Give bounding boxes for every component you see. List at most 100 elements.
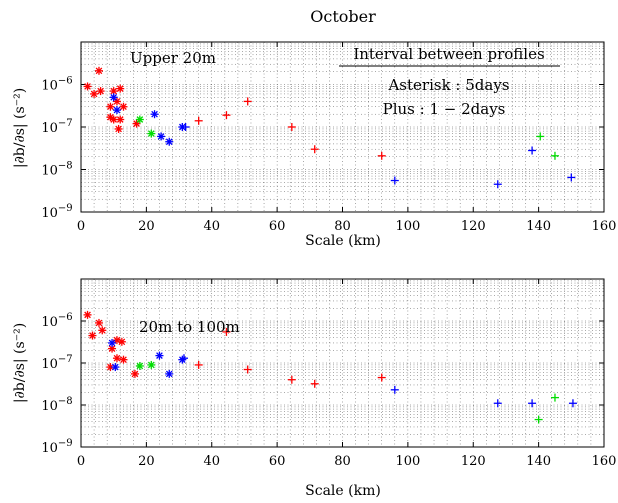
x-axis-label: Scale (km) <box>305 483 381 499</box>
data-point-plus <box>310 379 319 388</box>
data-point-asterisk <box>130 369 139 378</box>
data-point-plus <box>179 354 188 363</box>
data-point-asterisk <box>116 115 125 124</box>
data-point-plus <box>222 327 231 336</box>
data-points <box>83 66 576 189</box>
data-point-asterisk <box>135 361 144 370</box>
data-point-plus <box>493 180 502 189</box>
asterisk-note: Asterisk : 5days <box>387 76 509 94</box>
data-point-plus <box>568 399 577 408</box>
data-point-asterisk <box>83 82 92 91</box>
data-point-asterisk <box>108 338 117 347</box>
y-tick-label: 10−9 <box>41 203 72 221</box>
y-axis-ticks: 10−9 10−8 10−7 10−6 <box>41 312 604 456</box>
data-point-plus <box>194 360 203 369</box>
data-point-asterisk <box>112 97 121 106</box>
y-axis-label: |∂b/∂s| (s⁻²) <box>12 88 28 168</box>
panel-20m-to-100m: 0 20 40 60 80 100 120 140 160 10−9 10−8 10−7 10−6 2… <box>12 278 617 499</box>
y-axis-label: |∂b/∂s| (s⁻²) <box>12 323 28 403</box>
data-point-asterisk <box>94 318 103 327</box>
x-tick-label: 40 <box>203 454 220 469</box>
data-point-plus <box>528 146 537 155</box>
data-point-asterisk <box>117 337 126 346</box>
y-tick-label: 10−6 <box>41 76 72 94</box>
y-tick-label: 10−8 <box>41 161 72 179</box>
x-tick-label: 140 <box>526 454 551 469</box>
data-point-asterisk <box>112 106 121 115</box>
data-point-plus <box>287 123 296 131</box>
data-point-asterisk <box>116 84 125 93</box>
data-point-plus <box>243 97 252 106</box>
data-point-asterisk <box>96 87 105 96</box>
y-tick-label: 10−8 <box>41 396 72 414</box>
x-axis-ticks: 0 20 40 60 80 100 120 140 160 <box>77 42 617 234</box>
y-tick-label: 10−6 <box>41 312 72 330</box>
data-point-plus <box>534 415 543 424</box>
axes-frame <box>80 41 605 213</box>
data-point-asterisk <box>178 355 187 364</box>
x-tick-label: 140 <box>526 219 551 234</box>
panel-title: 20m to 100m <box>139 318 240 336</box>
panel-upper-20m: 0 20 40 60 80 100 120 140 160 10−9 10−8 10−7 10−6 U… <box>12 41 617 249</box>
x-tick-label: 0 <box>77 219 85 234</box>
data-point-asterisk <box>147 360 156 369</box>
x-tick-label: 20 <box>138 454 155 469</box>
data-point-plus <box>550 151 559 160</box>
data-point-asterisk <box>109 93 118 102</box>
data-point-plus <box>528 399 537 408</box>
panel-title: Upper 20m <box>130 49 216 67</box>
data-point-plus <box>536 132 545 141</box>
y-tick-label: 10−7 <box>41 354 72 372</box>
data-point-plus <box>377 151 386 160</box>
figure-title: October <box>310 7 376 26</box>
data-point-asterisk <box>165 137 174 146</box>
data-point-asterisk <box>165 369 174 378</box>
x-tick-label: 120 <box>461 454 486 469</box>
grid <box>81 279 604 447</box>
x-tick-label: 160 <box>592 454 617 469</box>
data-point-asterisk <box>114 124 123 133</box>
data-point-asterisk <box>98 326 107 335</box>
data-point-plus <box>377 373 386 382</box>
x-tick-label: 80 <box>334 219 351 234</box>
x-tick-label: 20 <box>138 219 155 234</box>
y-tick-label: 10−9 <box>41 438 72 456</box>
data-point-plus <box>390 385 399 394</box>
data-point-plus <box>310 145 319 154</box>
x-tick-label: 60 <box>269 454 286 469</box>
x-tick-label: 100 <box>395 454 420 469</box>
data-point-plus <box>222 111 231 120</box>
data-point-asterisk <box>106 102 115 111</box>
x-axis-label: Scale (km) <box>305 233 381 249</box>
grid <box>81 42 604 212</box>
data-point-plus <box>287 375 296 384</box>
data-point-asterisk <box>135 115 144 124</box>
x-tick-label: 80 <box>334 454 351 469</box>
data-points <box>83 310 577 424</box>
data-point-plus <box>493 399 502 408</box>
y-tick-label: 10−7 <box>41 118 72 136</box>
data-point-plus <box>567 173 576 182</box>
data-point-asterisk <box>119 355 128 364</box>
x-tick-label: 100 <box>395 219 420 234</box>
data-point-plus <box>390 176 399 185</box>
axes-frame <box>80 278 605 448</box>
data-point-asterisk <box>155 351 164 360</box>
plus-note: Plus : 1 − 2days <box>383 100 506 118</box>
x-tick-label: 40 <box>203 219 220 234</box>
data-point-asterisk <box>157 132 166 141</box>
data-point-asterisk <box>111 363 120 372</box>
data-point-asterisk <box>150 110 159 119</box>
x-tick-label: 0 <box>77 454 85 469</box>
x-tick-label: 120 <box>461 219 486 234</box>
x-axis-ticks: 0 20 40 60 80 100 120 140 160 <box>77 279 617 469</box>
data-point-plus <box>243 365 252 374</box>
data-point-asterisk <box>88 331 97 340</box>
data-point-plus <box>181 123 190 131</box>
data-point-plus <box>194 116 203 125</box>
data-point-asterisk <box>119 102 128 111</box>
x-tick-label: 160 <box>592 219 617 234</box>
y-axis-ticks: 10−9 10−8 10−7 10−6 <box>41 76 604 221</box>
